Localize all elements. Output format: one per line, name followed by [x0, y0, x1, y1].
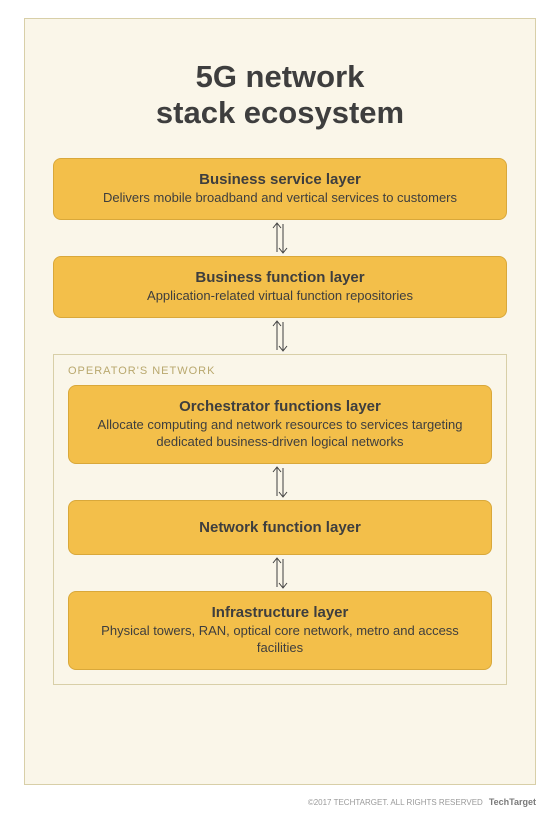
layer-orchestrator: Orchestrator functions layer Allocate co… — [68, 385, 492, 464]
layer-desc: Delivers mobile broadband and vertical s… — [72, 190, 488, 207]
bidir-arrow-icon — [270, 464, 290, 500]
connector — [68, 555, 492, 591]
layer-title: Business service layer — [72, 171, 488, 188]
layer-desc: Allocate computing and network resources… — [87, 417, 473, 451]
connector — [53, 318, 507, 354]
layer-business-function: Business function layer Application-rela… — [53, 256, 507, 318]
layer-desc: Physical towers, RAN, optical core netwo… — [87, 623, 473, 657]
bidir-arrow-icon — [270, 318, 290, 354]
copyright-text: ©2017 TECHTARGET. ALL RIGHTS RESERVED — [308, 798, 483, 807]
diagram-frame: 5G networkstack ecosystem Business servi… — [24, 18, 536, 785]
operators-network-group: OPERATOR'S NETWORK Orchestrator function… — [53, 354, 507, 685]
layer-infrastructure: Infrastructure layer Physical towers, RA… — [68, 591, 492, 670]
layer-network-function: Network function layer — [68, 500, 492, 555]
group-label: OPERATOR'S NETWORK — [68, 365, 215, 377]
layer-title: Network function layer — [87, 519, 473, 536]
layer-title: Infrastructure layer — [87, 604, 473, 621]
page-title: 5G networkstack ecosystem — [53, 59, 507, 130]
layer-title: Orchestrator functions layer — [87, 398, 473, 415]
bidir-arrow-icon — [270, 220, 290, 256]
layer-business-service: Business service layer Delivers mobile b… — [53, 158, 507, 220]
layer-desc: Application-related virtual function rep… — [72, 288, 488, 305]
connector — [68, 464, 492, 500]
connector — [53, 220, 507, 256]
brand-logo: TechTarget — [489, 797, 536, 807]
layer-title: Business function layer — [72, 269, 488, 286]
bidir-arrow-icon — [270, 555, 290, 591]
footer: ©2017 TECHTARGET. ALL RIGHTS RESERVED Te… — [308, 797, 536, 807]
layer-stack: Business service layer Delivers mobile b… — [53, 158, 507, 684]
